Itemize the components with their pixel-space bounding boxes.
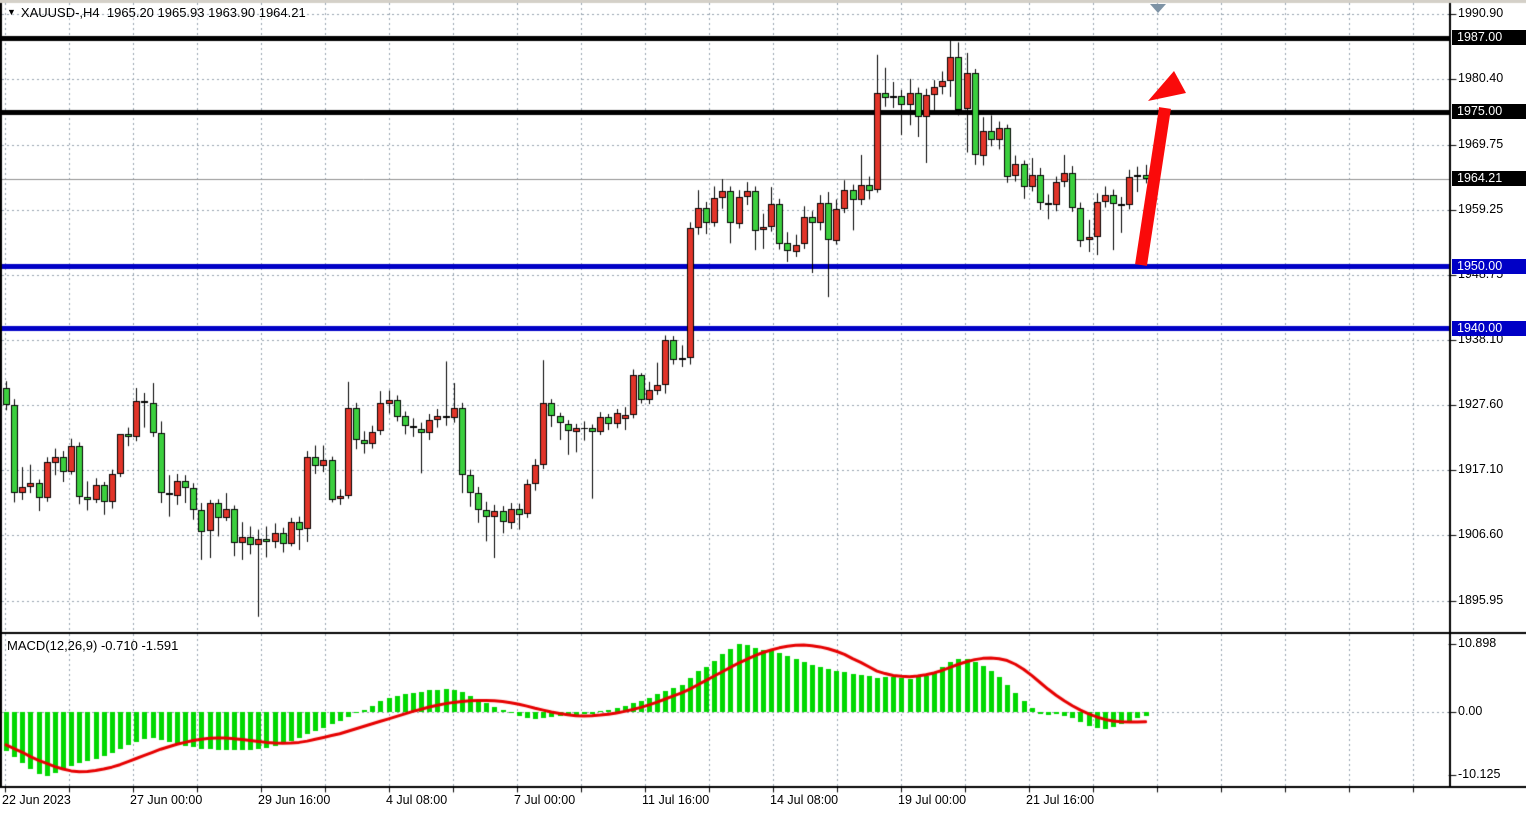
macd-axis-label: -10.125 — [1458, 766, 1501, 781]
time-axis-label: 19 Jul 00:00 — [898, 793, 967, 807]
macd-signal-value: -1.591 — [141, 638, 179, 653]
macd-indicator-name: MACD(12,26,9) — [7, 638, 98, 653]
macd-axis-label: 0.00 — [1458, 704, 1483, 718]
price-level-label[interactable]: 1975.00 — [1452, 104, 1526, 120]
time-axis-label: 22 Jun 2023 — [2, 793, 71, 807]
price-axis-label: 1927.60 — [1458, 397, 1504, 412]
time-axis-label: 4 Jul 08:00 — [386, 793, 448, 807]
price-axis-label: 1906.60 — [1458, 527, 1504, 542]
price-axis-label: 1959.25 — [1458, 201, 1504, 216]
price-axis[interactable]: 1990.901980.401969.751959.251948.751938.… — [1450, 0, 1526, 788]
macd-indicator-label: MACD(12,26,9) -0.710 -1.591 — [7, 638, 178, 653]
price-axis-label: 1980.40 — [1458, 70, 1504, 85]
price-level-label[interactable]: 1950.00 — [1452, 258, 1526, 274]
time-axis-label: 7 Jul 00:00 — [514, 793, 576, 807]
chart-symbol-timeframe: XAUUSD-,H4 — [20, 5, 100, 20]
price-axis-label: 1895.95 — [1458, 593, 1504, 608]
time-axis-label: 21 Jul 16:00 — [1026, 793, 1095, 807]
time-axis-label: 11 Jul 16:00 — [642, 793, 710, 807]
trend-arrow-annotation[interactable] — [1128, 63, 1194, 277]
macd-main-value: -0.710 — [100, 638, 138, 653]
chart-ohlc-values: 1965.20 1965.93 1963.90 1964.21 — [106, 5, 306, 20]
bid-price-label[interactable]: 1964.21 — [1452, 171, 1526, 186]
price-axis-label: 1969.75 — [1458, 136, 1504, 151]
price-level-label[interactable]: 1940.00 — [1452, 320, 1526, 336]
chart-shift-marker-icon[interactable] — [1150, 4, 1166, 13]
price-axis-label: 1938.10 — [1458, 332, 1504, 347]
time-axis-label: 14 Jul 08:00 — [770, 793, 839, 807]
time-axis-label: 27 Jun 00:00 — [130, 793, 203, 807]
price-axis-label: 1990.90 — [1458, 6, 1504, 20]
time-axis-label: 29 Jun 16:00 — [258, 793, 331, 807]
chart-ohlc-readout: ▼ XAUUSD-,H4 1965.20 1965.93 1963.90 1964… — [7, 5, 306, 20]
price-level-label[interactable]: 1987.00 — [1452, 30, 1526, 46]
symbol-dropdown-icon[interactable]: ▼ — [7, 7, 16, 17]
price-axis-label: 1917.10 — [1458, 462, 1504, 477]
time-axis[interactable]: 22 Jun 2023 27 Jun 00:00 29 Jun 16:00 4 Jul… — [0, 788, 1526, 813]
macd-axis-label: 10.898 — [1458, 636, 1497, 651]
